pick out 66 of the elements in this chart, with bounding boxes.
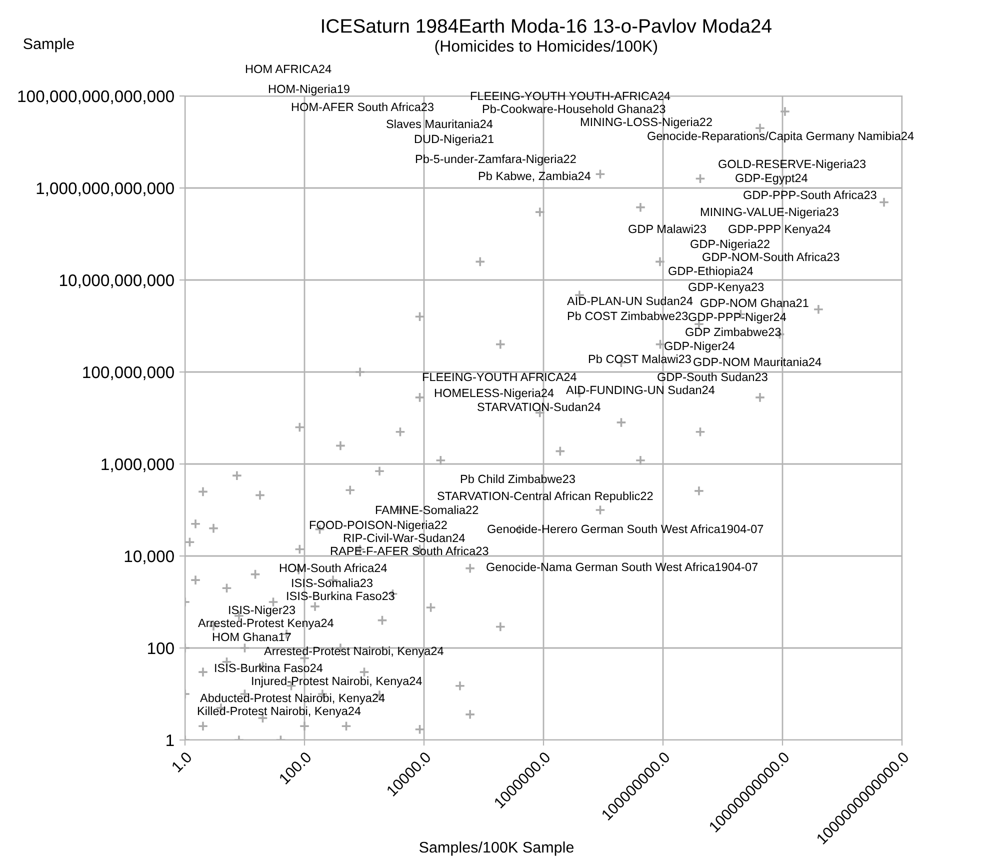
annotation: GDP-NOM Ghana21 [700,298,808,308]
annotation: GDP-Kenya23 [688,282,764,294]
annotation: ISIS-Burkina Faso23 [287,591,394,600]
annotation: RIP-Civil-War-Sudan24 [344,533,465,542]
annotation: Arrested-Protest Kenya24 [198,618,334,630]
annotation: GOLD-RESERVE-Nigeria23 [718,159,866,170]
annotation: ISIS-Burkina Faso24 [215,663,323,672]
annotation: Killed-Protest Nairobi, Kenya24 [198,706,361,718]
annotation: MINING-LOSS-Nigeria22 [580,118,712,129]
y-tick-label: 100 [148,642,174,654]
annotation: Pb-5-under-Zamfara-Nigeria22 [416,154,576,166]
annotation: GDP-PPP-South Africa23 [744,190,876,200]
annotation: DUD-Nigeria21 [414,134,494,146]
annotation: HOMELESS-Nigeria24 [434,388,554,400]
annotation: FLEEING-YOUTH YOUTH-AFRICA24 [470,92,670,100]
annotation: Genocide-Nama German South West Africa1904-07 [486,562,758,572]
annotation: Genocide-Reparations/Capita Germany Namibia24 [648,131,914,142]
x-tick-label: 1.0 [171,751,193,773]
y-tick-label: 100,000,000,000,000 [18,90,174,104]
annotation: FLEEING-YOUTH AFRICA24 [422,372,576,382]
y-tick-label: 1 [166,734,174,746]
annotation: GDP-PPP-Niger24 [688,312,786,324]
annotation: HOM Ghana17 [212,632,291,642]
annotation: FAMINE-Somalia22 [376,505,478,514]
annotation: GDP Zimbabwe23 [686,327,781,336]
annotation: Pb Child Zimbabwe23 [460,474,575,484]
annotation: Injured-Protest Nairobi, Kenya24 [252,676,422,688]
annotation: Slaves Mauritania24 [386,120,493,128]
y-axis-title: Sample [24,38,74,52]
y-tick-label: 10,000,000,000 [60,274,174,288]
annotation: GDP-Ethiopia24 [668,266,753,278]
annotation: HOM-South Africa24 [280,563,387,572]
annotation: Pb COST Malawi23 [588,354,691,364]
text: HOM AFRICA24 [246,64,332,74]
annotation: GDP-NOM-South Africa23 [702,252,840,262]
annotation: MINING-VALUE-Nigeria23 [700,207,838,218]
annotation: GDP-Niger24 [664,341,735,352]
annotation: STARVATION-Sudan24 [478,402,600,412]
annotation: Arrested-Protest Nairobi, Kenya24 [264,646,444,658]
annotation: Genocide-Herero German South West Africa1904-07 [488,524,764,534]
chart-title: ICESaturn 1984Earth Moda-16 13-o-Pavlov Moda24 [322,18,772,33]
text: HOM-Nigeria19 [268,84,350,96]
y-tick-label: 10,000 [124,550,174,564]
annotation: Pb COST Zimbabwe23 [568,311,688,320]
annotation: Pb Kabwe, Zambia24 [478,171,591,182]
annotation: RAPE-F-AFER South Africa23 [330,546,488,556]
y-tick-label: 1,000,000 [102,458,174,472]
annotation: ISIS-Somalia23 [292,578,373,588]
annotation: AID-PLAN-UN Sudan24 [567,296,693,306]
x-axis-title: Samples/100K Sample [419,841,574,856]
annotation: STARVATION-Central African Republic22 [438,491,653,503]
annotation: AID-FUNDING-UN Sudan24 [566,385,715,394]
annotation: GDP-Egypt24 [736,174,808,184]
annotation: ISIS-Niger23 [229,605,296,617]
annotation: Abducted-Protest Nairobi, Kenya24 [200,693,385,705]
annotation: FOOD-POISON-Nigeria22 [310,520,447,532]
chart-subtitle: (Homicides to Homicides/100K) [435,40,658,55]
annotation: HOM-AFER South Africa23 [292,102,434,112]
annotation: GDP-NOM Mauritania24 [694,357,822,366]
y-tick-label: 100,000,000 [83,366,174,380]
annotation: Pb-Cookware-Household Ghana23 [482,104,666,114]
y-tick-label: 1,000,000,000,000 [36,182,174,196]
annotation: GDP-Nigeria22 [690,239,770,251]
annotation: GDP Malawi23 [628,224,706,234]
annotation: GDP-PPP Kenya24 [728,224,830,236]
annotation: GDP-South Sudan23 [658,372,768,382]
